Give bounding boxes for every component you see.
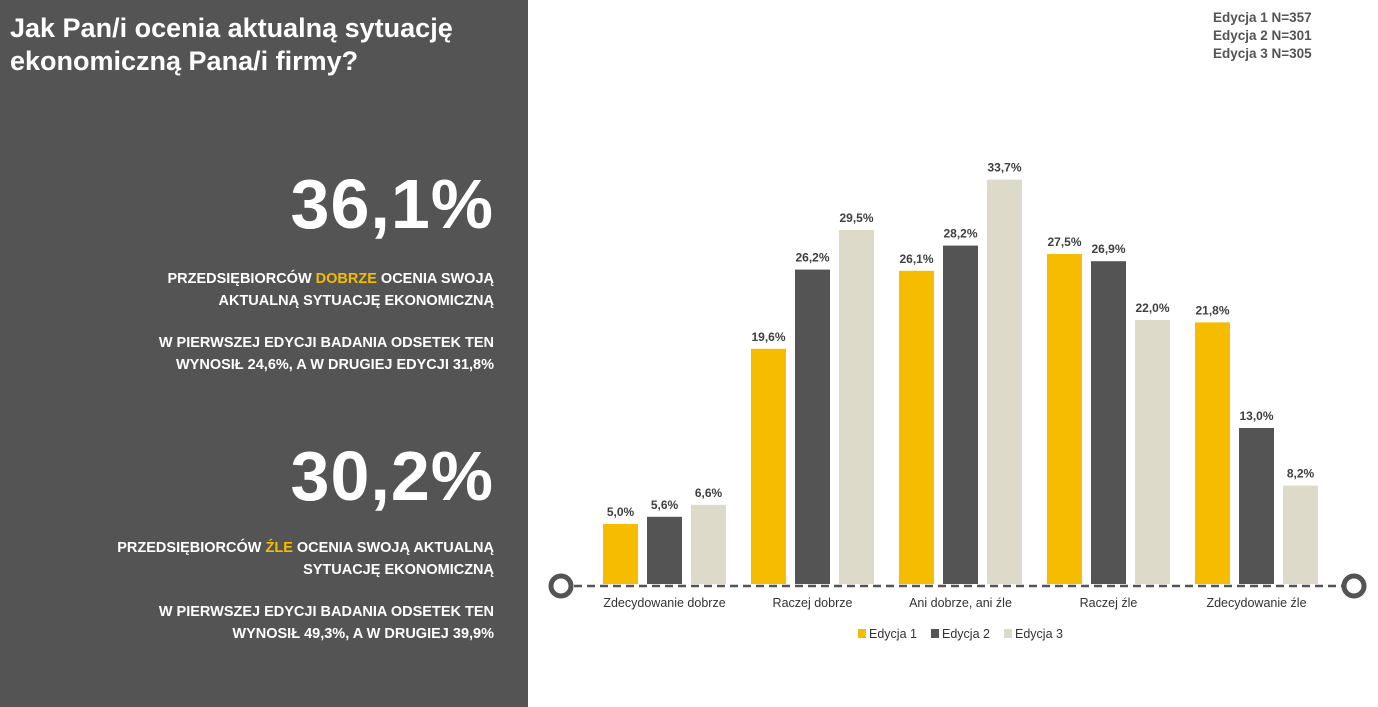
legend-swatch-1: [858, 629, 866, 638]
value-label-2-2: 26,2%: [795, 251, 829, 265]
value-label-3-5: 8,2%: [1287, 467, 1315, 481]
bar-2-1: [647, 516, 682, 584]
bar-3-3: [987, 179, 1022, 584]
value-label-3-2: 29,5%: [839, 211, 873, 225]
value-label-3-1: 6,6%: [695, 486, 723, 500]
stat-good-note-line2: WYNOSIŁ 24,6%, A W DRUGIEJ EDYCJI 31,8%: [175, 357, 494, 373]
category-label-5: Zdecydowanie źle: [1206, 596, 1306, 610]
stat-bad-note-line2: WYNOSIŁ 49,3%, A W DRUGIEJ 39,9%: [232, 626, 494, 642]
stat-good-highlight: DOBRZE: [315, 271, 377, 287]
bar-3-4: [1135, 320, 1170, 584]
bars-group: [603, 179, 1318, 584]
bar-1-3: [899, 270, 934, 584]
value-label-3-3: 33,7%: [987, 161, 1021, 175]
legend-label-3: Edycja 3: [1015, 627, 1063, 641]
axis-start-circle-icon: [548, 573, 574, 599]
stat-good-description: PRZEDSIĘBIORCÓW DOBRZE OCENIA SWOJĄ AKTU…: [24, 268, 494, 312]
stat-bad-desc-line2: SYTUACJĘ EKONOMICZNĄ: [303, 562, 494, 578]
stat-good-desc-post: OCENIA SWOJĄ: [376, 271, 494, 287]
legend-swatch-2: [931, 629, 939, 638]
bar-1-1: [603, 524, 638, 584]
sample-size-edition-2: Edycja 2 N=301: [1213, 28, 1312, 43]
sample-size-edition-1: Edycja 1 N=357: [1213, 10, 1312, 25]
value-label-1-5: 21,8%: [1195, 303, 1229, 317]
category-labels-group: Zdecydowanie dobrze Raczej dobrze Ani dobr…: [603, 596, 1306, 610]
value-label-2-1: 5,6%: [651, 498, 679, 512]
category-label-2: Raczej dobrze: [773, 596, 853, 610]
stat-good-note-line1: W PIERWSZEJ EDYCJI BADANIA ODSETEK TEN: [158, 335, 494, 351]
bar-2-5: [1239, 428, 1274, 584]
category-label-4: Raczej źle: [1080, 596, 1138, 610]
value-label-1-4: 27,5%: [1047, 235, 1081, 249]
stat-bad-highlight: ŹLE: [265, 540, 293, 556]
value-label-1-3: 26,1%: [899, 252, 933, 266]
stat-bad-note: W PIERWSZEJ EDYCJI BADANIA ODSETEK TEN W…: [24, 601, 494, 645]
bar-3-2: [839, 230, 874, 584]
stat-bad-desc-post: OCENIA SWOJĄ AKTUALNĄ: [292, 540, 494, 556]
stat-bad-value: 30,2%: [290, 437, 494, 515]
category-label-1: Zdecydowanie dobrze: [603, 596, 725, 610]
value-label-2-5: 13,0%: [1239, 409, 1273, 423]
value-label-2-3: 28,2%: [943, 227, 977, 241]
sample-size-edition-3: Edycja 3 N=305: [1213, 46, 1312, 61]
bar-1-5: [1195, 322, 1230, 584]
stat-bad-description: PRZEDSIĘBIORCÓW ŹLE OCENIA SWOJĄ AKTUALN…: [24, 537, 494, 581]
axis-end-circle-icon: [1341, 573, 1367, 599]
bar-3-5: [1283, 485, 1318, 584]
legend: Edycja 1 Edycja 2 Edycja 3: [858, 627, 1063, 641]
value-label-2-4: 26,9%: [1091, 242, 1125, 256]
bar-1-4: [1047, 254, 1082, 584]
stat-bad-note-line1: W PIERWSZEJ EDYCJI BADANIA ODSETEK TEN: [158, 604, 494, 620]
legend-swatch-3: [1004, 629, 1012, 638]
bar-2-2: [795, 269, 830, 584]
legend-label-2: Edycja 2: [942, 627, 990, 641]
value-labels-group: 5,0% 5,6% 6,6% 19,6% 26,2% 29,5% 26,1% 28,2% 33,…: [607, 161, 1315, 519]
value-label-3-4: 22,0%: [1135, 301, 1169, 315]
sample-sizes: Edycja 1 N=357 Edycja 2 N=301 Edycja 3 N…: [1213, 9, 1312, 63]
question-title: Jak Pan/i ocenia aktualną sytuację ekono…: [10, 13, 453, 76]
bar-2-4: [1091, 261, 1126, 584]
stat-good-desc-line2: AKTUALNĄ SYTUACJĘ EKONOMICZNĄ: [218, 293, 495, 309]
value-label-1-2: 19,6%: [751, 330, 785, 344]
bar-2-3: [943, 245, 978, 584]
category-label-3: Ani dobrze, ani źle: [909, 596, 1012, 610]
left-panel: Jak Pan/i ocenia aktualną sytuację ekono…: [0, 0, 528, 707]
bar-3-1: [691, 504, 726, 584]
stat-bad-desc-pre: PRZEDSIĘBIORCÓW: [117, 540, 266, 556]
value-label-1-1: 5,0%: [607, 505, 635, 519]
stat-good-desc-pre: PRZEDSIĘBIORCÓW: [167, 271, 316, 287]
bar-1-2: [751, 348, 786, 584]
stat-good-note: W PIERWSZEJ EDYCJI BADANIA ODSETEK TEN W…: [24, 332, 494, 376]
stat-good-value: 36,1%: [290, 165, 494, 243]
legend-label-1: Edycja 1: [869, 627, 917, 641]
